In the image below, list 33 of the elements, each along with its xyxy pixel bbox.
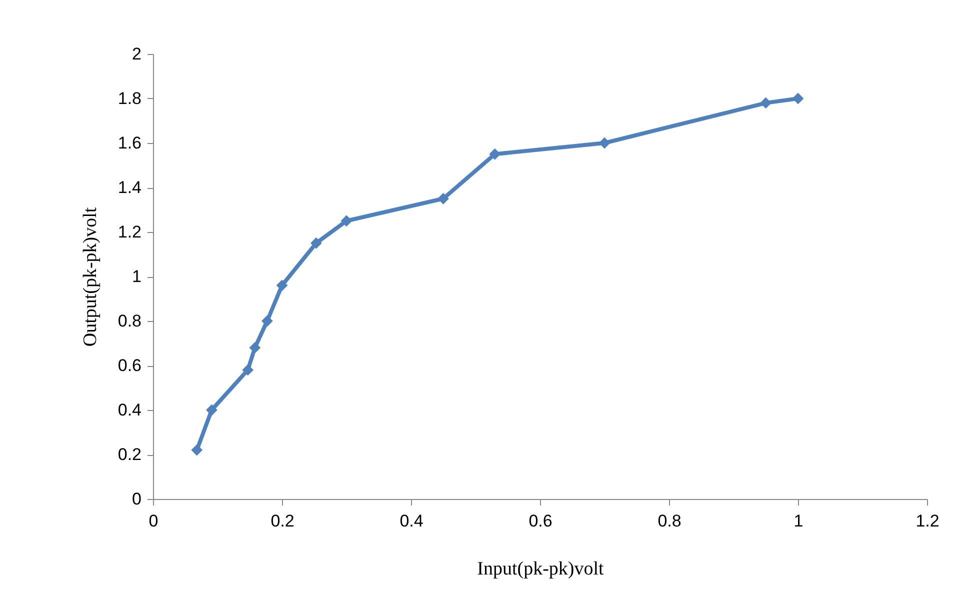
y-tick-label: 1.2 (118, 222, 142, 242)
y-tick-label: 0 (132, 490, 142, 508)
y-tick-label: 2 (132, 44, 142, 64)
x-tick-label: 0.2 (270, 512, 294, 530)
point (760, 97, 772, 109)
point (242, 364, 254, 376)
y-tick-label: 1.8 (118, 89, 142, 108)
y-tick-label: 1.4 (118, 178, 142, 197)
x-tick-label: 0.4 (400, 512, 424, 530)
point (276, 280, 288, 292)
point (598, 137, 610, 149)
point (206, 404, 218, 416)
point (438, 192, 449, 204)
x-tick-label: 0.6 (528, 512, 552, 530)
x-tick-label: 0.8 (658, 512, 682, 530)
point (489, 148, 501, 160)
point (261, 315, 273, 327)
x-tick-label: 0 (148, 512, 158, 530)
y-axis-title: Output(pk-pk)volt (80, 206, 101, 347)
y-tick-label: 0.8 (118, 312, 142, 330)
point (310, 237, 322, 249)
y-tick-label: 1.6 (118, 134, 142, 152)
x-axis-title: Input(pk-pk)volt (477, 558, 605, 580)
x-tick-label: 1 (794, 512, 804, 530)
y-tick-label: 0.4 (118, 400, 142, 420)
y-tick-label: 0.6 (118, 356, 142, 375)
x-tick-label: 1.2 (916, 512, 940, 530)
point (249, 342, 261, 354)
point (191, 444, 203, 456)
point (792, 92, 804, 104)
point (340, 215, 352, 227)
y-tick-label: 0.2 (118, 445, 142, 464)
y-tick-label: 1 (132, 267, 142, 286)
